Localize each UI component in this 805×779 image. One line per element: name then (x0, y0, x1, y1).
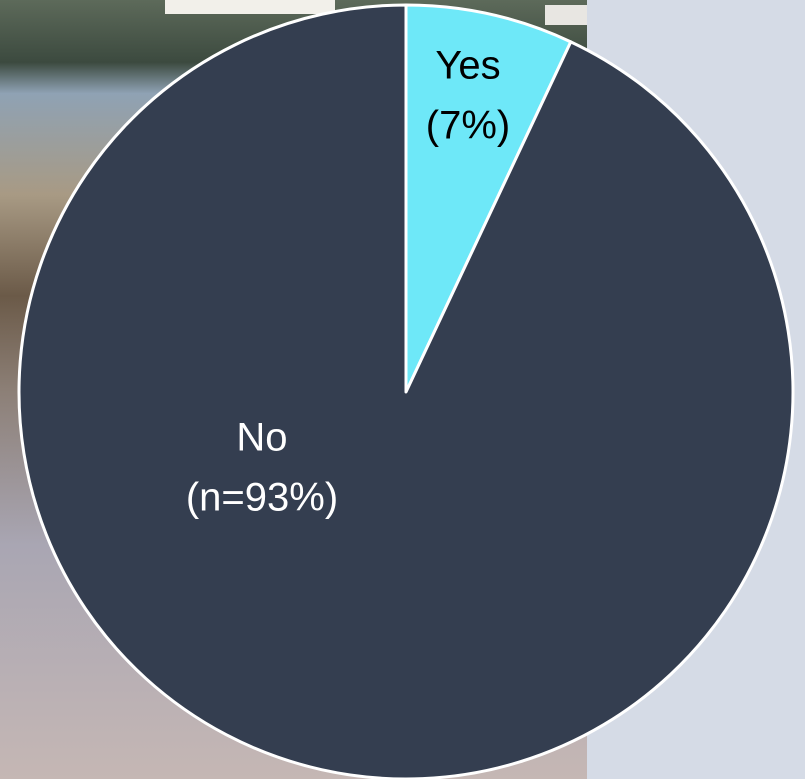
slice-category-label: Yes (435, 44, 500, 88)
slice-category-label: No (236, 416, 287, 460)
house (165, 0, 335, 14)
slice-value-label: (7%) (426, 104, 510, 148)
slice-value-label: (n=93%) (186, 476, 338, 520)
pie (17, 3, 795, 779)
pie-labels: Yes (7%) No (n=93%) (186, 44, 510, 520)
pie-slice (17, 3, 795, 779)
pie-slice (404, 3, 573, 394)
house (545, 5, 587, 25)
